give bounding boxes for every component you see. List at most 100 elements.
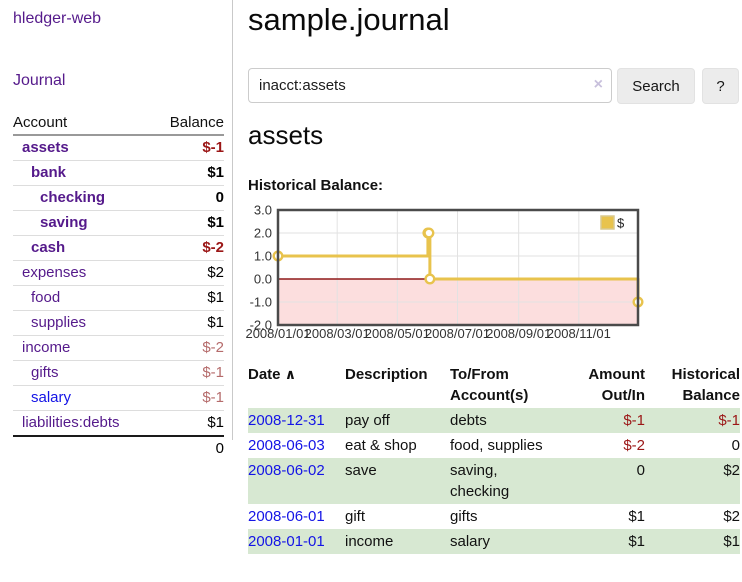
account-row: cash $-2 bbox=[13, 235, 224, 261]
account-balance: $-2 bbox=[152, 335, 224, 361]
chart-point bbox=[424, 273, 436, 285]
y-tick-label: 3.0 bbox=[254, 203, 272, 218]
search-input[interactable] bbox=[248, 68, 612, 103]
chart-legend-swatch bbox=[600, 215, 615, 230]
account-row: income $-2 bbox=[13, 335, 224, 361]
transaction-description: eat & shop bbox=[345, 437, 417, 454]
register-header-balance: Historical Balance bbox=[671, 366, 740, 404]
transaction-date-link[interactable]: 2008-06-02 bbox=[248, 462, 325, 479]
x-tick-label: 2008/01/01 bbox=[245, 326, 310, 341]
y-tick-label: 1.0 bbox=[254, 249, 272, 264]
transaction-description: save bbox=[345, 462, 377, 479]
transaction-date-link[interactable]: 2008-01-01 bbox=[248, 533, 325, 550]
transaction-row: 2008-01-01 income salary $1 $1 bbox=[248, 529, 740, 554]
transaction-balance: 0 bbox=[731, 437, 740, 454]
account-heading: assets bbox=[248, 120, 324, 150]
transaction-amount: $1 bbox=[628, 508, 645, 525]
accounts-total-row: 0 bbox=[13, 435, 224, 461]
account-row: gifts $-1 bbox=[13, 360, 224, 386]
account-balance: $1 bbox=[152, 410, 224, 437]
account-link[interactable]: supplies bbox=[31, 314, 87, 331]
account-balance: $1 bbox=[152, 310, 224, 336]
account-balance: $1 bbox=[152, 285, 224, 311]
balance-chart-svg: 3.0 2.0 1.0 0.0 -1.0 -2.02008/01/012008/03/01… bbox=[245, 203, 644, 341]
account-link[interactable]: bank bbox=[31, 164, 67, 181]
account-link[interactable]: salary bbox=[31, 389, 72, 406]
account-balance: $2 bbox=[152, 260, 224, 286]
x-tick-label: 2008/03/01 bbox=[305, 326, 370, 341]
register-header-date[interactable]: Date ∧ bbox=[248, 362, 345, 408]
chart-legend-label: $ bbox=[617, 216, 625, 231]
account-link[interactable]: checking bbox=[40, 189, 106, 206]
y-tick-label: -2.0 bbox=[250, 318, 272, 333]
register-header-accounts: To/From Account(s) bbox=[450, 366, 529, 404]
register-header-row: Date ∧ Description To/From Account(s) Am… bbox=[248, 362, 740, 408]
transaction-description: income bbox=[345, 533, 394, 550]
nav-journal-link[interactable]: Journal bbox=[13, 72, 66, 89]
transaction-amount: 0 bbox=[636, 462, 645, 479]
account-row: checking 0 bbox=[13, 185, 224, 211]
x-tick-label: 2008/09/01 bbox=[486, 326, 551, 341]
account-balance: $1 bbox=[152, 210, 224, 236]
account-row: food $1 bbox=[13, 285, 224, 311]
historical-balance-chart: 3.0 2.0 1.0 0.0 -1.0 -2.0 2008/01/01 2008/03/01… bbox=[245, 203, 644, 343]
search-form: × Search ? bbox=[248, 68, 740, 104]
sidebar: hledger-web Journal Account Balance asse… bbox=[0, 0, 233, 461]
transaction-balance: $2 bbox=[723, 462, 740, 479]
sort-ascending-icon: ∧ bbox=[284, 366, 297, 382]
account-link[interactable]: food bbox=[31, 289, 61, 306]
transaction-accounts: saving, checking bbox=[450, 462, 510, 500]
transaction-date-link[interactable]: 2008-12-31 bbox=[248, 412, 325, 429]
account-row: bank $1 bbox=[13, 160, 224, 186]
account-balance: $1 bbox=[152, 160, 224, 186]
help-button[interactable]: ? bbox=[702, 68, 739, 104]
transaction-amount: $-1 bbox=[623, 412, 645, 429]
transaction-date-link[interactable]: 2008-06-01 bbox=[248, 508, 325, 525]
transaction-date-link[interactable]: 2008-06-03 bbox=[248, 437, 325, 454]
x-tick-label: 2008/11/01 bbox=[547, 326, 611, 341]
account-balance: $-1 bbox=[152, 135, 224, 161]
app-brand-link[interactable]: hledger-web bbox=[13, 10, 102, 27]
account-link[interactable]: expenses bbox=[22, 264, 87, 281]
account-link[interactable]: assets bbox=[22, 139, 69, 156]
transaction-balance: $2 bbox=[723, 508, 740, 525]
y-tick-label: 2.0 bbox=[254, 226, 272, 241]
x-tick-label: 2008/07/01 bbox=[425, 326, 490, 341]
account-link[interactable]: liabilities:debts bbox=[22, 414, 120, 431]
clear-search-icon[interactable]: × bbox=[593, 76, 603, 93]
transaction-amount: $1 bbox=[628, 533, 645, 550]
account-row: saving $1 bbox=[13, 210, 224, 236]
register-header-amount: Amount Out/In bbox=[588, 366, 645, 404]
account-link[interactable]: saving bbox=[40, 214, 88, 231]
transaction-amount: $-2 bbox=[623, 437, 645, 454]
search-box: × bbox=[248, 68, 612, 103]
transaction-row: 2008-12-31 pay off debts $-1 $-1 bbox=[248, 408, 740, 433]
accounts-table: Account Balance assets $-1 bank $1 checking 0… bbox=[13, 111, 224, 461]
account-link[interactable]: income bbox=[22, 339, 71, 356]
account-row: salary $-1 bbox=[13, 385, 224, 411]
search-button[interactable]: Search bbox=[617, 68, 695, 104]
chart-legend: $ bbox=[600, 215, 625, 231]
transaction-row: 2008-06-01 gift gifts $1 $2 bbox=[248, 504, 740, 529]
page-title: sample.journal bbox=[248, 2, 450, 37]
accounts-header-account: Account bbox=[13, 111, 153, 136]
register-header-date-label: Date bbox=[248, 366, 281, 383]
accounts-table-header-row: Account Balance bbox=[13, 111, 224, 136]
account-row: liabilities:debts $1 bbox=[13, 410, 224, 437]
account-link[interactable]: cash bbox=[31, 239, 66, 256]
chart-point bbox=[423, 227, 435, 239]
account-balance: $-1 bbox=[152, 360, 224, 386]
transaction-balance: $1 bbox=[723, 533, 740, 550]
account-link[interactable]: gifts bbox=[31, 364, 59, 381]
account-row: assets $-1 bbox=[13, 135, 224, 161]
transaction-accounts: food, supplies bbox=[450, 437, 543, 454]
accounts-header-balance: Balance bbox=[152, 111, 224, 136]
account-balance: $-2 bbox=[152, 235, 224, 261]
transaction-description: pay off bbox=[345, 412, 390, 429]
chart-title: Historical Balance: bbox=[248, 177, 384, 194]
transaction-balance: $-1 bbox=[718, 412, 740, 429]
y-tick-label: 0.0 bbox=[254, 272, 272, 287]
main-content: sample.journal × Search ? assets Histori… bbox=[245, 0, 740, 582]
account-balance: 0 bbox=[152, 185, 224, 211]
accounts-table-body: assets $-1 bank $1 checking 0 saving $1 cash $-2 e… bbox=[13, 135, 224, 437]
